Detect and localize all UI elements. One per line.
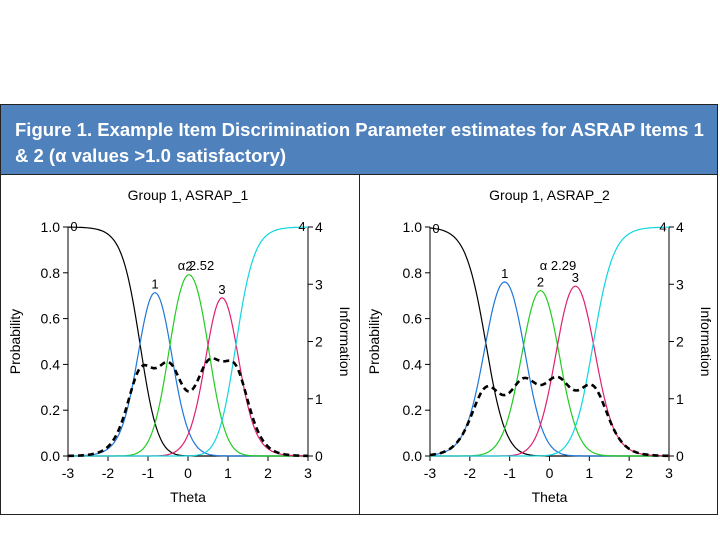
x-tick-label: 1: [224, 465, 232, 481]
y-tick-label: 0.0: [403, 448, 423, 464]
category-label-3: 3: [572, 270, 579, 285]
chart-asrap-2: Group 1, ASRAP_2 0.0 0.2 0.4 0.6 0.8 1.0 0 1 2 3 4 -…: [366, 187, 714, 505]
y2-tick-label: 0: [676, 448, 684, 464]
information-curve: [67, 356, 309, 458]
y2-tick-label: 3: [676, 276, 684, 292]
chart-title: Group 1, ASRAP_2: [489, 187, 610, 203]
x-tick-label: 0: [184, 465, 192, 481]
category-label-4: 4: [298, 219, 305, 234]
figure-header: Figure 1. Example Item Discrimination Pa…: [1, 105, 717, 175]
x-tick-label: 2: [264, 465, 272, 481]
y-tick-label: 0.6: [403, 311, 423, 327]
alpha-annotation: α 2.52: [178, 258, 214, 273]
x-tick-label: -3: [424, 465, 437, 481]
y2-tick-label: 2: [676, 334, 684, 350]
category-label-1: 1: [501, 266, 508, 281]
y-tick-label: 0.8: [41, 265, 61, 281]
x-tick-label: -1: [142, 465, 155, 481]
information-curve: [429, 375, 669, 458]
figure-title: Figure 1. Example Item Discrimination Pa…: [15, 119, 704, 166]
category-label-3: 3: [218, 282, 225, 297]
category-label-1: 1: [151, 277, 158, 292]
y-axis-label: Probability: [366, 309, 382, 374]
chart-title: Group 1, ASRAP_1: [128, 187, 249, 203]
category-curve-4: [430, 226, 670, 457]
x-tick-label: 3: [304, 465, 312, 481]
y2-tick-label: 4: [315, 219, 323, 235]
y2-tick-label: 1: [315, 391, 323, 407]
figure-frame: Figure 1. Example Item Discrimination Pa…: [0, 104, 718, 515]
x-tick-label: 1: [585, 465, 593, 481]
y-tick-label: 0.8: [403, 265, 423, 281]
y-axis-label: Probability: [7, 309, 23, 374]
alpha-annotation: α 2.29: [540, 258, 576, 273]
y2-axis-label: Information: [698, 306, 714, 376]
y-tick-label: 0.2: [41, 402, 61, 418]
category-curve-3: [68, 297, 308, 457]
category-label-0: 0: [432, 221, 439, 236]
y-tick-label: 0.2: [403, 402, 423, 418]
chart-panel-asrap-1: Group 1, ASRAP_1 0.0 0.2 0.4 0.6 0.8 1.0 0 1 2 3 4 -…: [1, 175, 360, 514]
x-tick-label: -1: [503, 465, 516, 481]
y-tick-label: 1.0: [41, 219, 61, 235]
y2-tick-label: 2: [315, 334, 323, 350]
y-tick-label: 0.4: [41, 356, 61, 372]
x-axis-label: Theta: [170, 489, 206, 505]
category-label-2: 2: [185, 259, 192, 274]
x-tick-label: 0: [546, 465, 554, 481]
category-label-2: 2: [537, 275, 544, 290]
y-tick-label: 0.0: [41, 448, 61, 464]
y-tick-label: 0.4: [403, 356, 423, 372]
x-tick-label: -2: [102, 465, 115, 481]
category-curve-1: [68, 291, 308, 457]
category-curve-2: [430, 289, 669, 457]
chart-asrap-1: Group 1, ASRAP_1 0.0 0.2 0.4 0.6 0.8 1.0 0 1 2 3 4 -…: [7, 187, 353, 505]
x-tick-label: 3: [665, 465, 673, 481]
x-tick-label: 2: [625, 465, 633, 481]
x-tick-label: -2: [464, 465, 477, 481]
chart-panel-asrap-2: Group 1, ASRAP_2 0.0 0.2 0.4 0.6 0.8 1.0 0 1 2 3 4 -…: [360, 175, 717, 514]
category-label-4: 4: [659, 219, 666, 234]
x-tick-label: -3: [62, 465, 75, 481]
y2-tick-label: 1: [676, 391, 684, 407]
category-label-0: 0: [70, 219, 77, 234]
y2-tick-label: 3: [315, 276, 323, 292]
category-curve-4: [68, 226, 308, 457]
y-tick-label: 0.6: [41, 311, 61, 327]
y2-tick-label: 4: [676, 219, 684, 235]
x-axis-label: Theta: [532, 489, 568, 505]
y2-tick-label: 0: [315, 448, 323, 464]
y-tick-label: 1.0: [403, 219, 423, 235]
y2-axis-label: Information: [337, 306, 353, 376]
